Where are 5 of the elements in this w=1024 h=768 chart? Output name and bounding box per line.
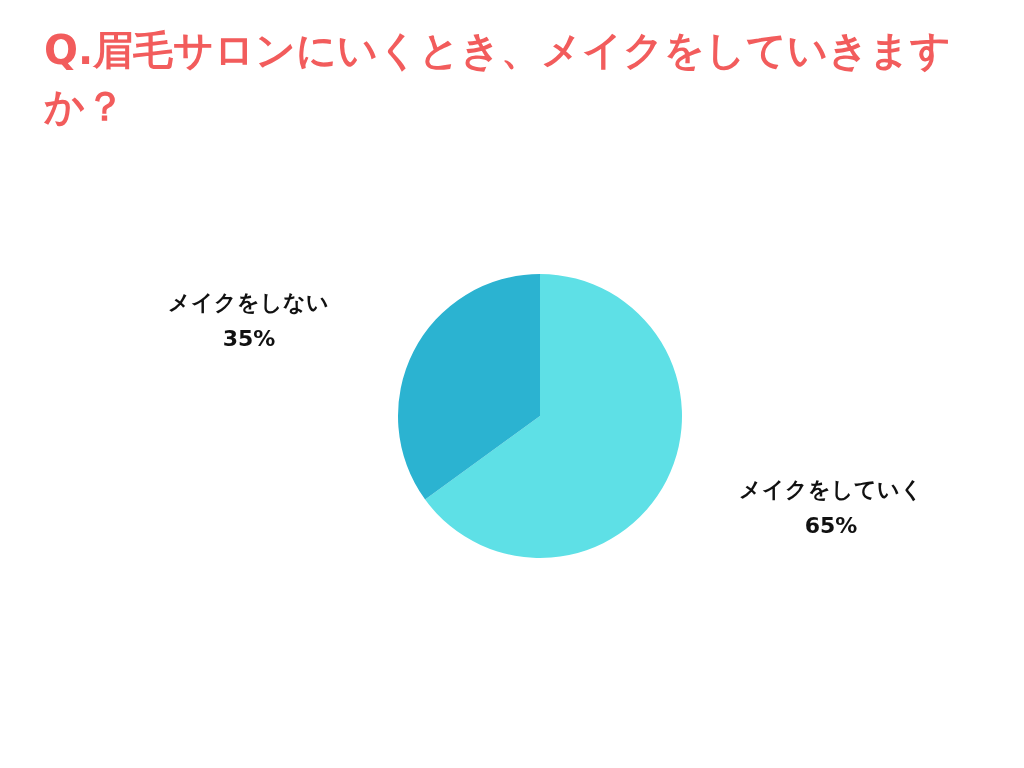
chart-title: Q.眉毛サロンにいくとき、メイクをしていきますか？: [44, 26, 953, 131]
data-label: 35%: [222, 326, 276, 352]
data-label: 65%: [804, 513, 858, 539]
slice-label: メイクをしていく: [739, 477, 923, 503]
slice-label: メイクをしない: [168, 290, 330, 316]
